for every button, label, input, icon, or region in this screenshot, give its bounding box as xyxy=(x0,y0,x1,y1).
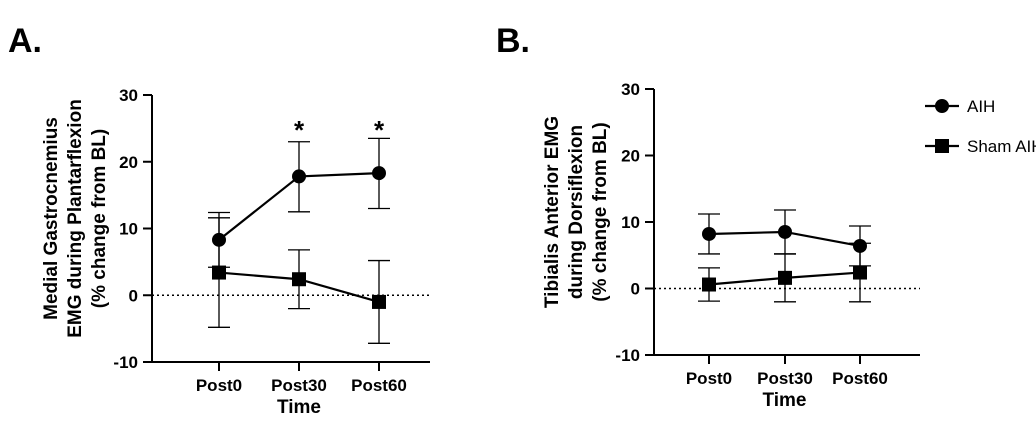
y-tick-label: 30 xyxy=(621,80,640,99)
chart-panel-b: B. -10 0 10 20 30 Post0 Post30 Post60 Time Tibiali… xyxy=(496,22,1036,411)
legend-marker-circle xyxy=(935,99,949,113)
x-tick-label: Post0 xyxy=(686,369,732,388)
y-axis-title-line: Medial Gastrocnemius xyxy=(41,117,62,320)
y-axis-title-line: Tibialis Anterior EMG xyxy=(542,116,563,308)
x-tick-label: Post30 xyxy=(271,376,327,395)
data-point-sham-aih xyxy=(702,278,716,292)
significance-star: * xyxy=(294,115,305,145)
y-tick-label: 20 xyxy=(621,147,640,166)
y-tick-label: 10 xyxy=(621,213,640,232)
y-tick-label: 0 xyxy=(631,280,640,299)
y-tick-label: -10 xyxy=(113,353,138,372)
data-point-aih xyxy=(292,169,306,183)
panel-label: B. xyxy=(496,22,530,60)
y-tick-label: 20 xyxy=(119,153,138,172)
x-tick-label: Post30 xyxy=(757,369,813,388)
data-point-sham-aih xyxy=(372,295,386,309)
data-point-aih xyxy=(702,227,716,241)
data-point-sham-aih xyxy=(853,266,867,280)
x-axis-title: Time xyxy=(762,390,806,411)
legend-marker-square xyxy=(935,139,949,153)
data-point-sham-aih xyxy=(212,266,226,280)
y-axis-title-line: (% change from BL) xyxy=(89,129,110,308)
y-tick-label: -10 xyxy=(615,346,640,365)
significance-star: * xyxy=(374,115,385,145)
data-point-aih xyxy=(778,225,792,239)
data-point-aih xyxy=(372,166,386,180)
y-tick-label: 0 xyxy=(129,286,138,305)
legend-label: Sham AIH xyxy=(967,137,1036,156)
legend: AIH Sham AIH xyxy=(925,97,1036,156)
y-tick-label: 10 xyxy=(119,220,138,239)
x-tick-label: Post60 xyxy=(832,369,888,388)
legend-label: AIH xyxy=(967,97,995,116)
x-tick-label: Post0 xyxy=(196,376,242,395)
data-point-sham-aih xyxy=(292,272,306,286)
x-axis-title: Time xyxy=(277,397,321,418)
y-axis-title-line: (% change from BL) xyxy=(590,122,611,301)
data-point-sham-aih xyxy=(778,271,792,285)
y-axis-title-line: EMG during Plantarflexion xyxy=(65,99,86,338)
x-tick-label: Post60 xyxy=(351,376,407,395)
y-axis-title-line: during Dorsiflexion xyxy=(566,125,587,299)
y-tick-label: 30 xyxy=(119,86,138,105)
panel-label: A. xyxy=(8,22,42,60)
chart-panel-a: A. -10 0 10 20 30 Post0 Post30 Post60 Time Medial … xyxy=(8,22,430,418)
